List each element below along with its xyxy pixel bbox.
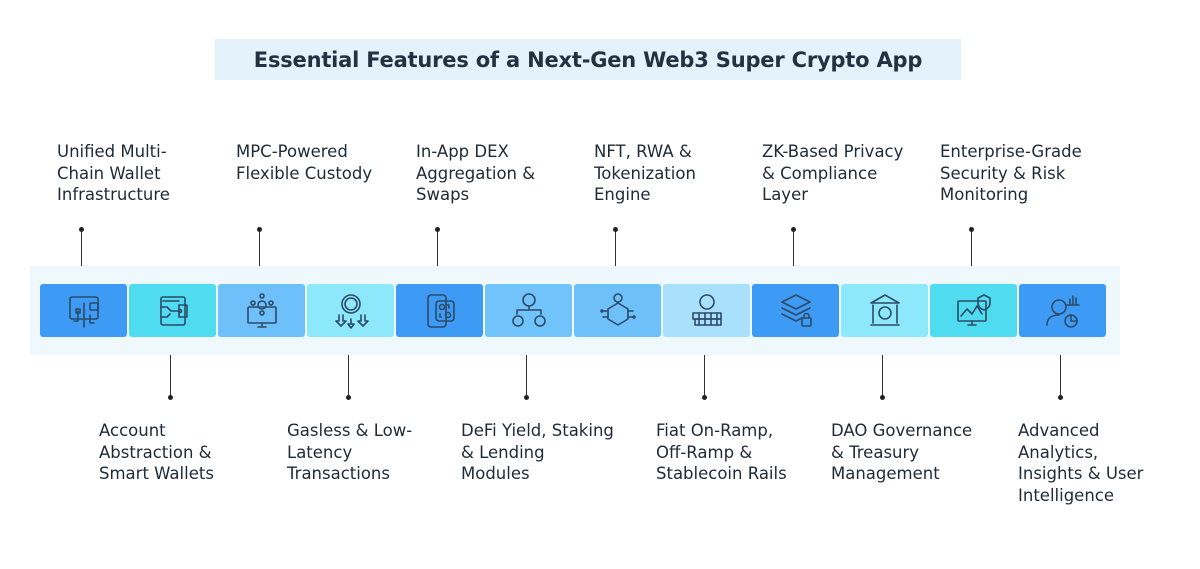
connector-dot [1058,395,1063,400]
feature-label: NFT, RWA & Tokenization Engine [594,142,696,204]
feature-label: ZK-Based Privacy & Compliance Layer [762,142,904,204]
feature-label: Advanced Analytics, Insights & User Inte… [1018,421,1144,505]
coin-stack-icon [691,293,722,326]
nft-icon [599,292,636,326]
feature-tile [663,284,750,337]
feature-label: Unified Multi- Chain Wallet Infrastructu… [57,142,170,204]
connector-line [348,355,349,397]
feature-tile [218,284,305,337]
page-title: Essential Features of a Next-Gen Web3 Su… [215,39,961,80]
feature-tile [307,284,394,337]
feature-label: Fiat On-Ramp, Off-Ramp & Stablecoin Rail… [656,421,787,483]
connector-line [971,229,972,266]
connector-dot [791,227,796,232]
coin-arrows-down-icon [334,293,369,329]
bank-icon [869,293,900,326]
user-analytics-icon [1045,294,1080,328]
feature-tile [485,284,572,337]
feature-tile [40,284,127,337]
connector-dot [79,227,84,232]
feature-label: DeFi Yield, Staking & Lending Modules [461,421,614,483]
connector-dot [880,395,885,400]
connector-dot [257,227,262,232]
bitcoin-split-icon [511,292,546,327]
smart-wallet-icon [159,295,188,326]
feature-label: Enterprise-Grade Security & Risk Monitor… [940,142,1082,204]
monitor-network-icon [246,292,277,328]
monitor-shield-icon [956,293,991,326]
feature-tile [752,284,839,337]
connector-dot [435,227,440,232]
wallet-network-icon [68,295,99,328]
feature-tile [930,284,1017,337]
connector-line [259,229,260,266]
feature-tile [396,284,483,337]
feature-tile [841,284,928,337]
phone-swap-icon [426,293,455,328]
connector-dot [702,395,707,400]
connector-line [1060,355,1061,397]
connector-dot [524,395,529,400]
connector-line [437,229,438,266]
connector-dot [346,395,351,400]
layers-lock-icon [780,293,812,327]
feature-label: DAO Governance & Treasury Management [831,421,973,483]
connector-line [81,229,82,266]
connector-dot [613,227,618,232]
feature-label: In-App DEX Aggregation & Swaps [416,142,536,204]
connector-line [615,229,616,266]
feature-tile [574,284,661,337]
feature-label: MPC-Powered Flexible Custody [236,142,373,183]
connector-dot [168,395,173,400]
feature-label: Gasless & Low- Latency Transactions [287,421,413,483]
connector-line [793,229,794,266]
connector-line [882,355,883,397]
feature-tile [129,284,216,337]
connector-line [704,355,705,397]
feature-label: Account Abstraction & Smart Wallets [99,421,214,483]
connector-line [170,355,171,397]
feature-tile [1019,284,1106,337]
connector-line [526,355,527,397]
connector-dot [969,227,974,232]
